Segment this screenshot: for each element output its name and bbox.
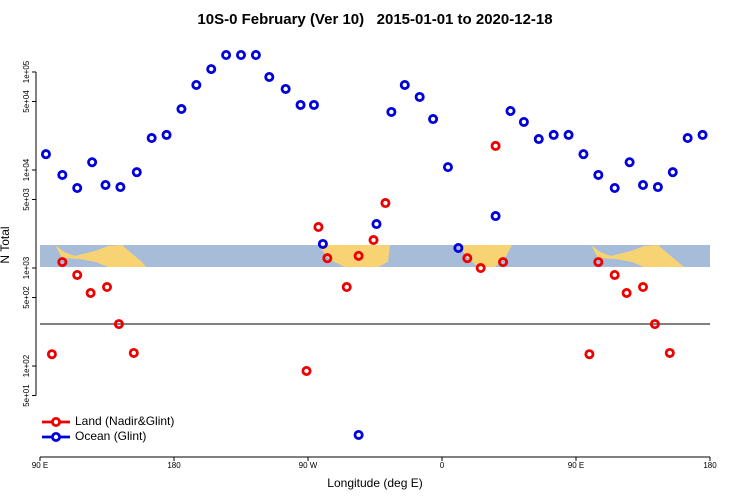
- legend-marker: [51, 431, 62, 442]
- point: [322, 253, 333, 264]
- point: [453, 243, 464, 254]
- x-tick-label: 180: [703, 461, 717, 470]
- point: [609, 269, 620, 280]
- point: [206, 64, 217, 75]
- y-tick-label: 5e+03: [22, 188, 31, 211]
- x-tick-label: 0: [440, 461, 445, 470]
- point: [191, 79, 202, 90]
- legend-marker: [51, 416, 62, 427]
- point: [697, 129, 708, 140]
- point: [250, 50, 261, 61]
- point: [584, 349, 595, 360]
- legend-label: Land (Nadir&Glint): [75, 414, 174, 428]
- point: [100, 180, 111, 191]
- point: [621, 288, 632, 299]
- point: [462, 253, 473, 264]
- point: [128, 347, 139, 358]
- y-tick-label: 1e+04: [22, 158, 31, 181]
- point: [638, 180, 649, 191]
- point: [46, 349, 57, 360]
- point: [667, 167, 678, 178]
- point: [563, 129, 574, 140]
- point: [221, 50, 232, 61]
- point: [353, 250, 364, 261]
- point: [131, 167, 142, 178]
- land: [55, 245, 146, 267]
- legend-label: Ocean (Glint): [75, 429, 146, 443]
- point: [649, 319, 660, 330]
- point: [593, 257, 604, 268]
- point: [72, 269, 83, 280]
- point: [548, 129, 559, 140]
- y-tick-label: 1e+05: [22, 60, 31, 83]
- point: [578, 149, 589, 160]
- y-tick-label: 1e+02: [22, 354, 31, 377]
- point: [371, 219, 382, 230]
- point: [386, 106, 397, 117]
- point: [87, 157, 98, 168]
- point: [664, 347, 675, 358]
- point: [609, 183, 620, 194]
- point: [380, 198, 391, 209]
- x-axis-label: Longitude (deg E): [327, 476, 422, 490]
- point: [40, 149, 51, 160]
- point: [264, 71, 275, 82]
- point: [428, 114, 439, 125]
- point: [72, 183, 83, 194]
- y-axis-label: N Total: [0, 226, 12, 263]
- point: [280, 83, 291, 94]
- point: [638, 282, 649, 293]
- point: [313, 222, 324, 233]
- point: [341, 282, 352, 293]
- point: [368, 235, 379, 246]
- point: [624, 157, 635, 168]
- point: [505, 105, 516, 116]
- point: [113, 319, 124, 330]
- point: [115, 182, 126, 193]
- x-tick-label: 180: [167, 461, 181, 470]
- point: [146, 133, 157, 144]
- point: [652, 182, 663, 193]
- chart-title: 10S-0 February (Ver 10) 2015-01-01 to 20…: [197, 11, 552, 28]
- point: [593, 169, 604, 180]
- point: [161, 129, 172, 140]
- point: [308, 99, 319, 110]
- point: [353, 429, 364, 440]
- point: [682, 133, 693, 144]
- y-tick-label: 5e+02: [22, 286, 31, 309]
- y-tick-label: 5e+01: [22, 384, 31, 407]
- point: [57, 257, 68, 268]
- point: [176, 104, 187, 115]
- point: [442, 162, 453, 173]
- y-tick-label: 1e+03: [22, 256, 31, 279]
- point: [102, 282, 113, 293]
- y-tick-label: 5e+04: [22, 90, 31, 113]
- point: [490, 211, 501, 222]
- point: [533, 134, 544, 145]
- point: [301, 365, 312, 376]
- point: [490, 140, 501, 151]
- point: [518, 116, 529, 127]
- point: [399, 79, 410, 90]
- map-strip: [40, 245, 710, 267]
- point: [317, 238, 328, 249]
- point: [475, 263, 486, 274]
- point: [414, 91, 425, 102]
- point: [235, 50, 246, 61]
- land: [591, 245, 684, 267]
- x-tick-label: 90 W: [299, 461, 318, 470]
- point: [498, 257, 509, 268]
- point: [57, 169, 68, 180]
- point: [295, 99, 306, 110]
- x-tick-label: 90 E: [32, 461, 48, 470]
- x-tick-label: 90 E: [568, 461, 584, 470]
- point: [85, 288, 96, 299]
